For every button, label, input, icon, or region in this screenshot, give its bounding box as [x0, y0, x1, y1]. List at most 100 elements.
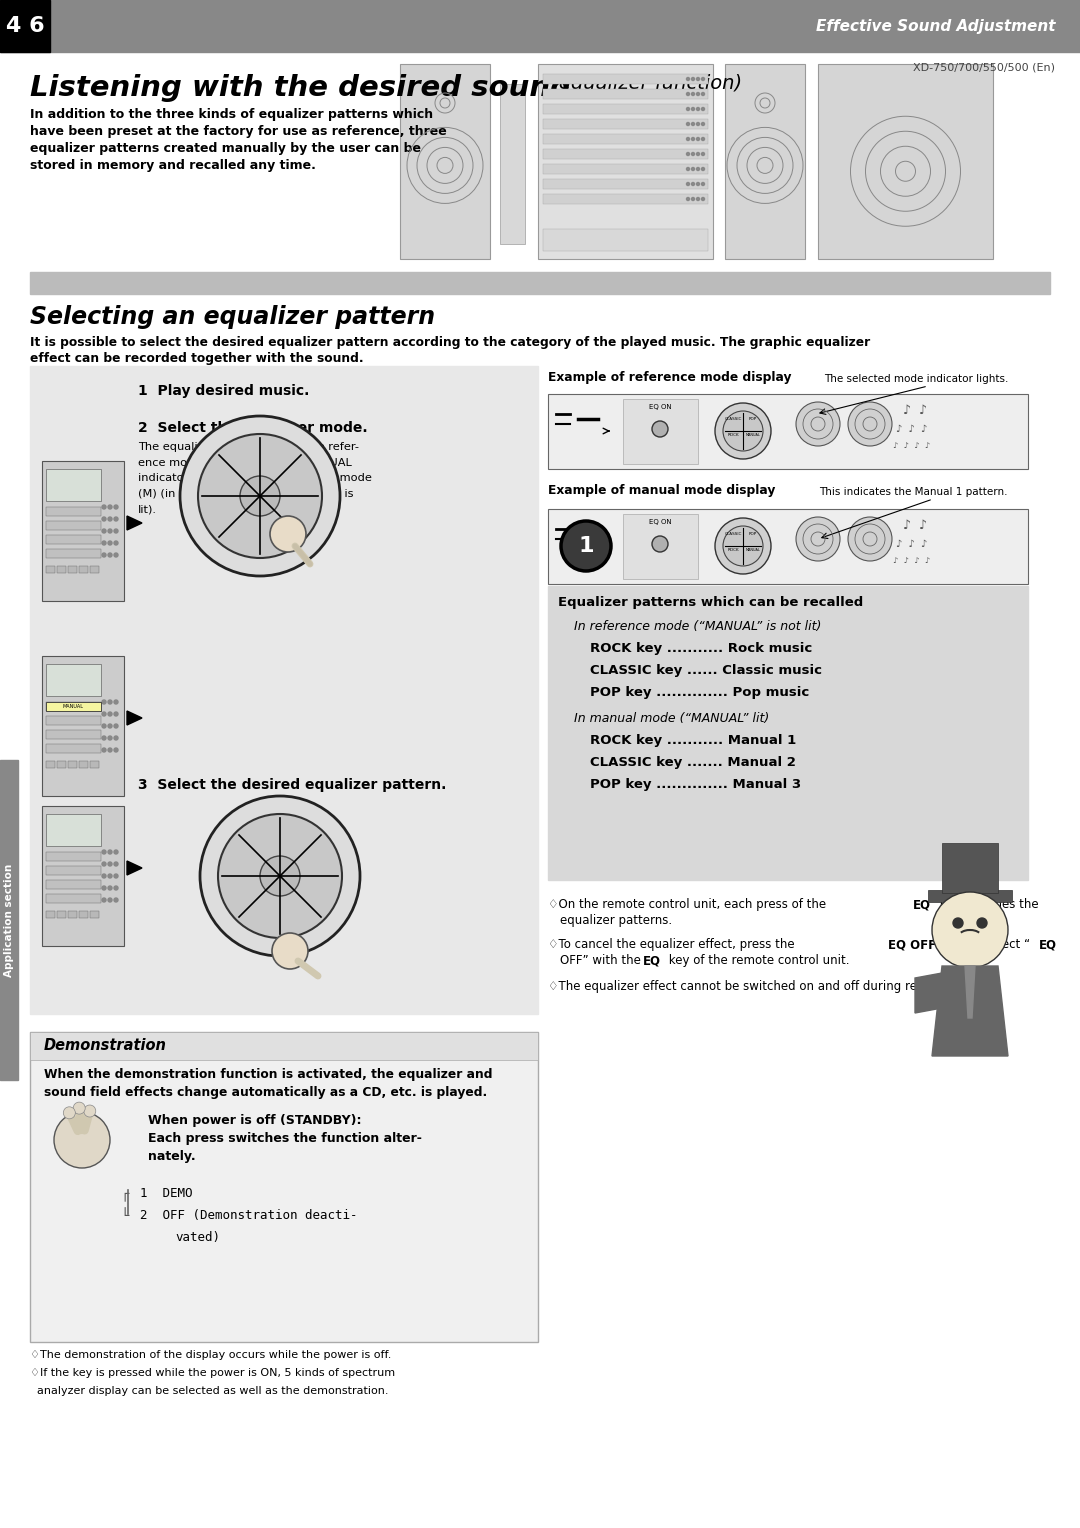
Bar — [42, 461, 124, 601]
Circle shape — [715, 403, 771, 458]
Bar — [818, 64, 993, 260]
Circle shape — [102, 553, 106, 558]
Text: nately.: nately. — [148, 1151, 195, 1163]
Polygon shape — [127, 860, 141, 876]
Circle shape — [691, 107, 694, 110]
Text: Effective Sound Adjustment: Effective Sound Adjustment — [815, 18, 1055, 34]
Circle shape — [108, 541, 112, 545]
Circle shape — [102, 898, 106, 902]
Text: MANUAL: MANUAL — [745, 432, 760, 437]
Bar — [623, 513, 698, 579]
Circle shape — [114, 850, 118, 854]
Circle shape — [102, 874, 106, 879]
Bar — [543, 229, 708, 251]
Polygon shape — [915, 973, 942, 1013]
Text: ♪  ♪  ♪: ♪ ♪ ♪ — [896, 423, 928, 434]
Text: CLASSIC key ....... Manual 2: CLASSIC key ....... Manual 2 — [590, 756, 796, 769]
Polygon shape — [966, 966, 975, 1018]
Circle shape — [697, 93, 700, 95]
Bar — [68, 911, 77, 918]
Text: equalizer patterns created manually by the user can be: equalizer patterns created manually by t… — [30, 142, 421, 154]
Circle shape — [652, 422, 669, 437]
Circle shape — [687, 138, 689, 141]
Circle shape — [108, 749, 112, 752]
Text: (M) (in which the MANUAL indicator is: (M) (in which the MANUAL indicator is — [138, 489, 353, 498]
Circle shape — [108, 700, 112, 704]
Circle shape — [687, 182, 689, 185]
Bar — [46, 549, 102, 558]
Bar — [0, 0, 50, 52]
Text: ROCK: ROCK — [727, 432, 739, 437]
Bar — [79, 911, 87, 918]
Bar — [46, 894, 102, 903]
Circle shape — [848, 516, 892, 561]
Text: effect can be recorded together with the sound.: effect can be recorded together with the… — [30, 351, 364, 365]
Bar — [30, 272, 1050, 293]
Circle shape — [687, 93, 689, 95]
Bar — [46, 701, 102, 711]
Circle shape — [691, 122, 694, 125]
Circle shape — [108, 850, 112, 854]
Circle shape — [102, 886, 106, 889]
Circle shape — [932, 892, 1008, 969]
Circle shape — [114, 724, 118, 727]
Circle shape — [114, 700, 118, 704]
Circle shape — [697, 197, 700, 200]
Text: 1  DEMO: 1 DEMO — [140, 1187, 192, 1199]
Text: In manual mode (“MANUAL” lit): In manual mode (“MANUAL” lit) — [573, 712, 769, 724]
Bar — [0, 759, 18, 1080]
Circle shape — [102, 862, 106, 866]
Bar — [90, 761, 99, 769]
Text: 4 6: 4 6 — [5, 15, 44, 37]
Circle shape — [796, 402, 840, 446]
Bar — [543, 134, 708, 144]
Bar — [500, 84, 525, 244]
Bar — [543, 179, 708, 189]
Bar — [68, 565, 77, 573]
Circle shape — [697, 138, 700, 141]
Text: When the demonstration function is activated, the equalizer and
sound field effe: When the demonstration function is activ… — [44, 1068, 492, 1099]
Text: CLASSIC: CLASSIC — [725, 417, 742, 422]
Text: 3  Select the desired equalizer pattern.: 3 Select the desired equalizer pattern. — [138, 778, 446, 792]
Circle shape — [796, 516, 840, 561]
Text: key switches the: key switches the — [936, 898, 1039, 911]
Text: The selected mode indicator lights.: The selected mode indicator lights. — [824, 374, 1008, 384]
Circle shape — [108, 898, 112, 902]
Circle shape — [687, 107, 689, 110]
Circle shape — [270, 516, 306, 552]
Text: It is possible to select the desired equalizer pattern according to the category: It is possible to select the desired equ… — [30, 336, 870, 348]
Bar — [928, 889, 1012, 902]
Circle shape — [102, 724, 106, 727]
Text: CLASSIC key ...... Classic music: CLASSIC key ...... Classic music — [590, 665, 822, 677]
Text: analyzer display can be selected as well as the demonstration.: analyzer display can be selected as well… — [30, 1386, 389, 1397]
Circle shape — [561, 521, 611, 571]
Bar — [46, 565, 55, 573]
Text: 2  Select the equalizer mode.: 2 Select the equalizer mode. — [138, 422, 367, 435]
Circle shape — [691, 78, 694, 81]
Text: └: └ — [120, 1209, 129, 1222]
Circle shape — [102, 712, 106, 717]
Circle shape — [691, 138, 694, 141]
Bar — [46, 853, 102, 860]
Circle shape — [114, 529, 118, 533]
Circle shape — [102, 736, 106, 740]
Text: ♢On the remote control unit, each press of the: ♢On the remote control unit, each press … — [548, 898, 829, 911]
Bar — [90, 565, 99, 573]
Bar — [57, 761, 66, 769]
Text: CLASSIC: CLASSIC — [725, 532, 742, 536]
Circle shape — [108, 553, 112, 558]
Text: Example of reference mode display: Example of reference mode display — [548, 371, 792, 384]
Circle shape — [702, 107, 704, 110]
Circle shape — [697, 122, 700, 125]
Polygon shape — [932, 966, 1008, 1056]
Text: 1  Play desired music.: 1 Play desired music. — [138, 384, 309, 397]
Text: ence mode (R) (in which the MANUAL: ence mode (R) (in which the MANUAL — [138, 457, 352, 468]
Circle shape — [114, 736, 118, 740]
Circle shape — [702, 78, 704, 81]
Circle shape — [102, 516, 106, 521]
Circle shape — [102, 504, 106, 509]
Bar — [46, 911, 55, 918]
Bar — [543, 89, 708, 99]
Text: When power is off (STANDBY):: When power is off (STANDBY): — [148, 1114, 362, 1128]
Bar — [400, 64, 490, 260]
